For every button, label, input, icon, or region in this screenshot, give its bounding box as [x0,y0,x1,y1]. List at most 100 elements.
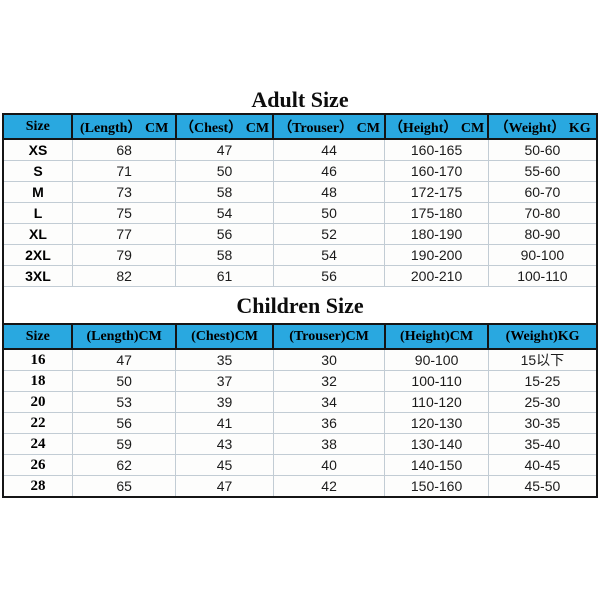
cell-length: 68 [71,138,177,161]
size-label: L [2,202,73,224]
cell-trouser: 50 [272,202,386,224]
cell-trouser: 44 [272,138,386,161]
cell-weight: 60-70 [487,181,598,203]
header-trouser: (Trouser)CM [272,323,386,350]
cell-height: 172-175 [384,181,489,203]
cell-chest: 35 [175,348,274,371]
cell-trouser: 30 [272,348,386,371]
cell-height: 150-160 [384,475,489,498]
cell-length: 47 [71,348,177,371]
cell-height: 90-100 [384,348,489,371]
cell-weight: 45-50 [487,475,598,498]
cell-chest: 37 [175,370,274,392]
cell-height: 200-210 [384,265,489,287]
table-row-16: 16 47 35 30 90-100 15以下 [2,348,598,371]
cell-height: 180-190 [384,223,489,245]
size-label: XS [2,138,73,161]
table-row-xs: XS 68 47 44 160-165 50-60 [2,138,598,161]
header-row: Size (Length)CM (Chest)CM (Trouser)CM (H… [1,323,598,350]
size-label: 3XL [2,265,73,287]
cell-chest: 61 [175,265,274,287]
cell-weight: 80-90 [487,223,598,245]
cell-length: 65 [71,475,177,498]
size-label: S [2,160,73,182]
cell-height: 100-110 [384,370,489,392]
cell-weight: 30-35 [487,412,598,434]
size-label: XL [2,223,73,245]
cell-chest: 56 [175,223,274,245]
table-row-20: 20 53 39 34 110-120 25-30 [2,391,598,413]
header-size: Size [1,113,74,140]
children-size-title: Children Size [236,292,364,318]
cell-trouser: 46 [272,160,386,182]
cell-chest: 41 [175,412,274,434]
header-chest: (Chest)CM [174,323,275,350]
cell-trouser: 36 [272,412,386,434]
cell-weight: 100-110 [487,265,598,287]
cell-weight: 15以下 [487,348,598,371]
size-label: 28 [2,475,73,498]
header-size: Size [1,323,74,350]
table-row-2xl: 2XL 79 58 54 190-200 90-100 [2,244,598,266]
header-chest: （Chest） CM [174,113,275,140]
cell-trouser: 40 [272,454,386,476]
cell-weight: 55-60 [487,160,598,182]
cell-length: 53 [71,391,177,413]
size-label: 26 [2,454,73,476]
cell-trouser: 34 [272,391,386,413]
cell-chest: 58 [175,181,274,203]
children-title-band: Children Size [2,287,598,323]
cell-length: 59 [71,433,177,455]
cell-height: 175-180 [384,202,489,224]
header-weight: (Weight)KG [487,323,598,350]
adult-table-body: XS 68 47 44 160-165 50-60 S 71 50 46 160… [2,138,598,287]
header-weight: （Weight） KG [487,113,598,140]
table-row-xl: XL 77 56 52 180-190 80-90 [2,223,598,245]
cell-length: 77 [71,223,177,245]
children-table-header: Size (Length)CM (Chest)CM (Trouser)CM (H… [1,323,598,350]
cell-length: 56 [71,412,177,434]
header-length: (Length)CM [71,323,177,350]
cell-length: 82 [71,265,177,287]
table-row-m: M 73 58 48 172-175 60-70 [2,181,598,203]
adult-size-title: Adult Size [251,87,349,112]
children-size-table: Size (Length)CM (Chest)CM (Trouser)CM (H… [1,323,598,498]
cell-trouser: 38 [272,433,386,455]
cell-length: 50 [71,370,177,392]
cell-chest: 47 [175,475,274,498]
cell-chest: 58 [175,244,274,266]
cell-length: 75 [71,202,177,224]
cell-chest: 39 [175,391,274,413]
size-label: 16 [2,348,73,371]
cell-trouser: 54 [272,244,386,266]
cell-trouser: 52 [272,223,386,245]
header-height: （Height） CM [383,113,490,140]
header-length: (Length） CM [71,113,177,140]
cell-chest: 45 [175,454,274,476]
cell-height: 130-140 [384,433,489,455]
cell-weight: 70-80 [487,202,598,224]
table-row-3xl: 3XL 82 61 56 200-210 100-110 [2,265,598,287]
header-row: Size (Length） CM （Chest） CM （Trouser） CM… [1,113,598,140]
cell-weight: 50-60 [487,138,598,161]
table-row-26: 26 62 45 40 140-150 40-45 [2,454,598,476]
table-row-28: 28 65 47 42 150-160 45-50 [2,475,598,498]
table-row-l: L 75 54 50 175-180 70-80 [2,202,598,224]
cell-height: 160-165 [384,138,489,161]
cell-length: 71 [71,160,177,182]
table-row-18: 18 50 37 32 100-110 15-25 [2,370,598,392]
header-trouser: （Trouser） CM [272,113,386,140]
size-label: 22 [2,412,73,434]
size-label: 24 [2,433,73,455]
header-height: (Height)CM [383,323,490,350]
adult-table-header: Size (Length） CM （Chest） CM （Trouser） CM… [1,113,598,140]
size-label: 20 [2,391,73,413]
size-label: 2XL [2,244,73,266]
cell-trouser: 42 [272,475,386,498]
cell-length: 73 [71,181,177,203]
table-row-22: 22 56 41 36 120-130 30-35 [2,412,598,434]
cell-weight: 15-25 [487,370,598,392]
size-label: M [2,181,73,203]
cell-height: 160-170 [384,160,489,182]
